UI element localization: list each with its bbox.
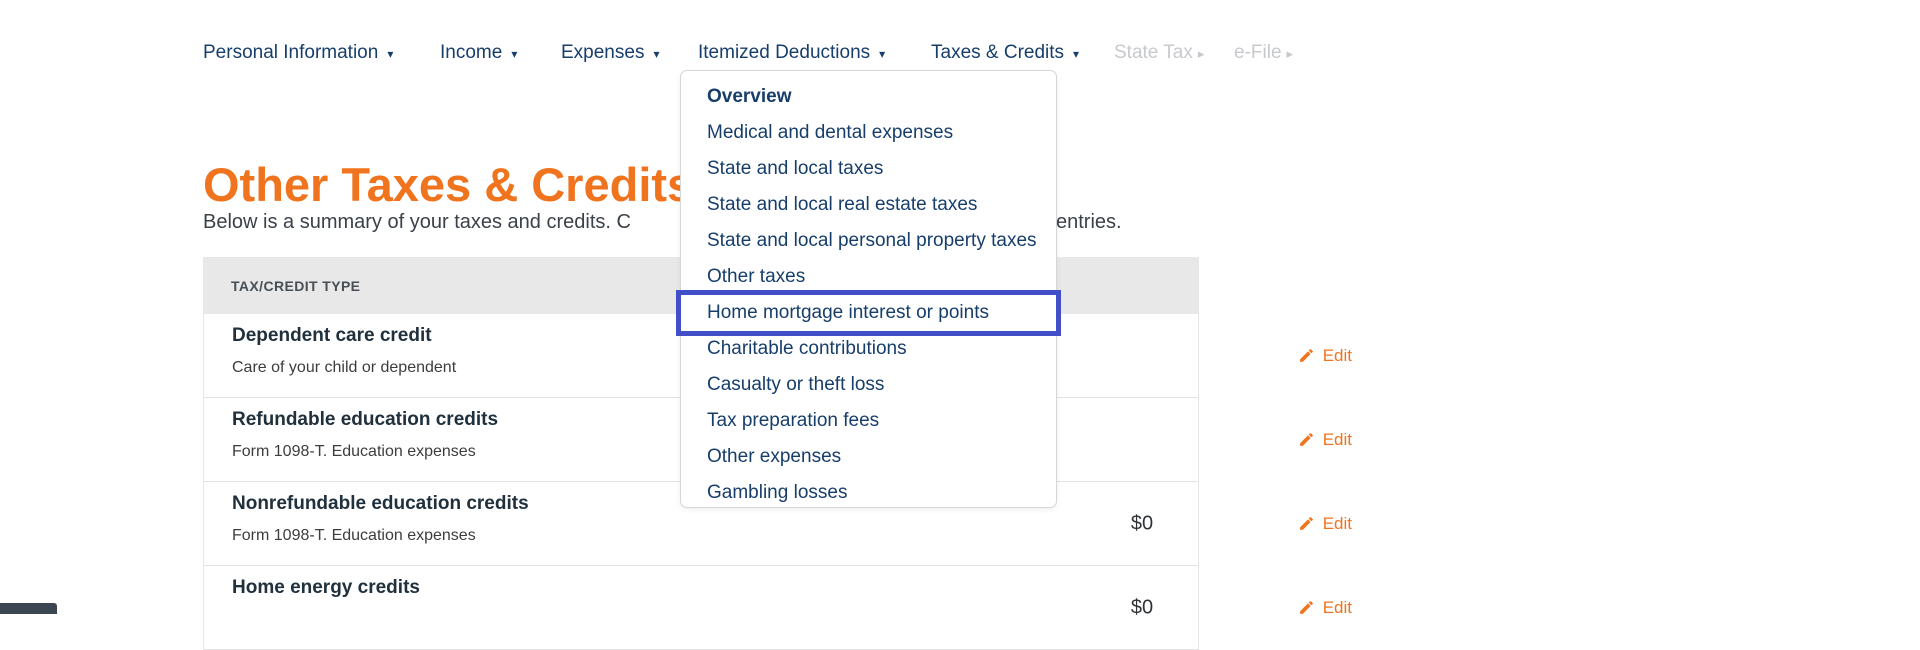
edit-label: Edit: [1322, 597, 1352, 617]
table-row: Home energy credits $0 Edit: [204, 566, 1352, 650]
chevron-down-icon: ▾: [1073, 47, 1080, 61]
itemized-deductions-dropdown: Overview Medical and dental expenses State…: [676, 70, 1061, 508]
row-subtitle: Form 1098-T. Education expenses: [232, 443, 476, 460]
top-nav: Personal Information ▾ Income ▾ Expenses ▾ Ite…: [0, 0, 1920, 70]
nav-item-income[interactable]: Income ▾: [440, 40, 517, 66]
menu-item-other-expenses[interactable]: Other expenses: [707, 446, 842, 467]
chevron-down-icon: ▾: [879, 47, 886, 61]
pencil-icon: [1298, 515, 1315, 532]
row-subtitle: Care of your child or dependent: [232, 359, 457, 376]
menu-item-tax-preparation-fees[interactable]: Tax preparation fees: [707, 410, 880, 431]
pencil-icon: [1298, 431, 1315, 448]
nav-item-expenses[interactable]: Expenses ▾: [561, 40, 659, 66]
nav-item-label: Taxes & Credits: [931, 42, 1065, 63]
nav-item-label: State Tax: [1114, 42, 1193, 63]
row-title: Nonrefundable education credits: [232, 493, 529, 514]
menu-item-gambling-losses[interactable]: Gambling losses: [707, 482, 848, 503]
intro-text-right: entries.: [1056, 211, 1122, 233]
nav-item-label: e-File: [1234, 42, 1282, 63]
menu-item-state-and-local-personal-property-taxes[interactable]: State and local personal property taxes: [707, 230, 1037, 251]
chevron-down-icon: ▾: [511, 47, 518, 61]
chevron-down-icon: ▾: [653, 47, 660, 61]
edit-label: Edit: [1322, 345, 1352, 365]
edit-button[interactable]: Edit: [1114, 430, 1374, 450]
edit-label: Edit: [1322, 513, 1352, 533]
row-title: Refundable education credits: [232, 409, 499, 430]
menu-item-medical-and-dental-expenses[interactable]: Medical and dental expenses: [707, 122, 954, 143]
edit-button[interactable]: Edit: [1114, 598, 1374, 618]
nav-item-label: Itemized Deductions: [698, 42, 871, 63]
nav-item-label: Expenses: [561, 42, 645, 63]
menu-item-casualty-or-theft-loss[interactable]: Casualty or theft loss: [707, 374, 885, 395]
nav-item-taxes-credits[interactable]: Taxes & Credits ▾: [931, 40, 1079, 66]
row-subtitle: Form 1098-T. Education expenses: [232, 527, 476, 544]
footer-strip: [0, 603, 57, 614]
pencil-icon: [1298, 599, 1315, 616]
nav-item-label: Income: [440, 42, 503, 63]
row-amount: $0: [1130, 512, 1154, 534]
table-header-label: TAX/CREDIT TYPE: [231, 277, 361, 294]
menu-item-home-mortgage-interest-or-points[interactable]: Home mortgage interest or points: [676, 290, 1061, 336]
edit-button[interactable]: Edit: [1114, 346, 1374, 366]
row-amount: $0: [1130, 596, 1154, 618]
nav-item-label: Personal Information: [203, 42, 379, 63]
intro-text-left: Below is a summary of your taxes and cre…: [203, 211, 631, 233]
chevron-down-icon: ▾: [387, 47, 394, 61]
nav-item-e-file: e-File ▸: [1234, 40, 1293, 66]
row-title: Dependent care credit: [232, 325, 432, 346]
menu-item-charitable-contributions[interactable]: Charitable contributions: [707, 338, 907, 359]
menu-item-state-and-local-taxes[interactable]: State and local taxes: [707, 158, 884, 179]
nav-item-personal-information[interactable]: Personal Information ▾: [203, 40, 393, 66]
chevron-right-icon: ▸: [1197, 46, 1205, 61]
menu-item-state-and-local-real-estate-taxes[interactable]: State and local real estate taxes: [707, 194, 978, 215]
edit-label: Edit: [1322, 429, 1352, 449]
row-title: Home energy credits: [232, 577, 420, 598]
pencil-icon: [1298, 347, 1315, 364]
menu-item-other-taxes[interactable]: Other taxes: [707, 266, 806, 287]
edit-button[interactable]: Edit: [1114, 514, 1374, 534]
menu-item-overview[interactable]: Overview: [707, 86, 792, 107]
page-title: Other Taxes & Credits: [203, 158, 694, 212]
nav-item-itemized-deductions[interactable]: Itemized Deductions ▾: [698, 40, 885, 66]
chevron-right-icon: ▸: [1286, 46, 1294, 61]
nav-item-state-tax: State Tax ▸: [1114, 40, 1204, 66]
